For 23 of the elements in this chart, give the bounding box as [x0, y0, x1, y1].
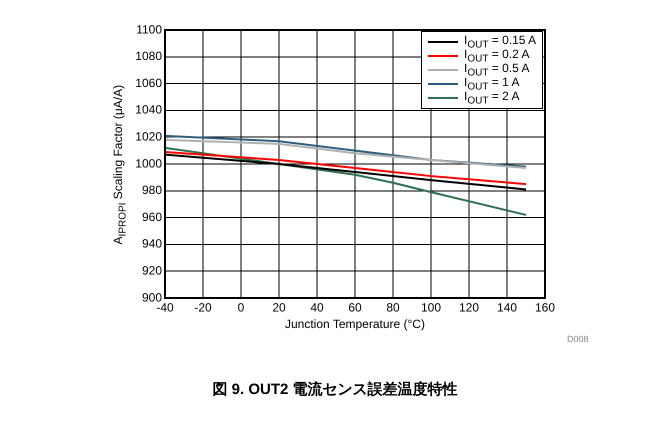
y-tick-label: 980 [142, 183, 162, 198]
x-tick-label: 40 [310, 300, 324, 315]
text: D008 [567, 334, 589, 344]
x-tick-label: 120 [458, 300, 480, 315]
y-tick-label: 1100 [136, 22, 162, 36]
x-tick-label: 60 [348, 300, 362, 315]
text: 図 9. OUT2 電流センス誤差温度特性 [212, 380, 458, 399]
y-tick-label: 1020 [135, 130, 162, 144]
x-axis-title: Junction Temperature (°C) [285, 317, 425, 331]
x-tick-label: 0 [238, 300, 245, 315]
y-tick-label: 920 [142, 264, 162, 278]
y-tick-label: 1060 [135, 76, 162, 90]
y-tick-label: 1040 [135, 102, 162, 117]
x-tick-label: 160 [534, 300, 556, 315]
x-tick-label: 80 [386, 300, 400, 315]
y-tick-label: 940 [142, 236, 162, 251]
y-tick-label: 960 [142, 210, 162, 224]
x-tick-label: 140 [496, 300, 518, 315]
y-tick-label: 1000 [135, 156, 162, 170]
x-tick-label: 100 [420, 300, 442, 315]
x-tick-label: -20 [194, 300, 212, 315]
y-tick-label: 1080 [135, 49, 162, 64]
x-tick-label: 20 [272, 300, 286, 315]
